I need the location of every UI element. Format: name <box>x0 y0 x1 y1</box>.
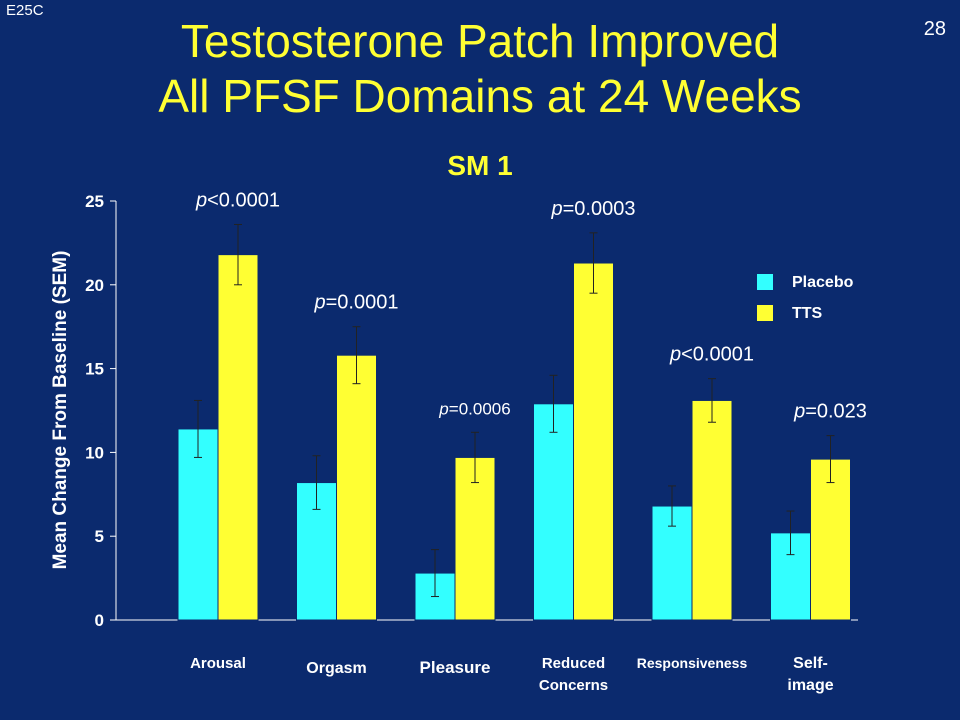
y-tick-label: 10 <box>85 443 104 462</box>
bar-placebo-3 <box>533 403 574 621</box>
category-label: Self- <box>793 655 828 672</box>
y-tick-label: 0 <box>95 611 104 630</box>
p-value-label: p<0.0001 <box>669 344 754 366</box>
y-tick-label: 15 <box>85 360 104 379</box>
y-axis-label: Mean Change From Baseline (SEM) <box>50 250 71 570</box>
legend-label-tts: TTS <box>792 305 823 322</box>
bar-tts-3 <box>573 262 614 621</box>
bar-tts-1 <box>336 354 377 621</box>
title-line-2: All PFSF Domains at 24 Weeks <box>158 70 802 122</box>
legend-swatch-tts <box>757 305 773 321</box>
category-label: Orgasm <box>306 660 366 677</box>
category-label: Reduced <box>542 655 605 672</box>
slide-code: E25C <box>6 2 44 19</box>
y-tick-label: 25 <box>85 192 104 211</box>
chart-subtitle: SM 1 <box>447 150 513 181</box>
bar-placebo-0 <box>177 428 219 621</box>
bar-tts-5 <box>810 458 851 621</box>
p-value-label: p=0.0006 <box>438 399 510 418</box>
category-label: Pleasure <box>420 658 491 677</box>
bar-tts-0 <box>217 254 259 621</box>
category-label: Arousal <box>190 655 246 672</box>
title-line-1: Testosterone Patch Improved <box>180 15 780 67</box>
y-tick-label: 5 <box>95 527 104 546</box>
slide-title: Testosterone Patch Improved All PFSF Dom… <box>0 14 960 124</box>
p-value-label: p=0.0001 <box>314 292 399 314</box>
page-number: 28 <box>923 18 946 40</box>
bar-tts-2 <box>454 456 496 621</box>
p-value-label: p<0.0001 <box>195 189 280 211</box>
legend-label-placebo: Placebo <box>792 274 854 291</box>
bar-tts-4 <box>691 399 733 621</box>
y-tick-label: 20 <box>85 276 104 295</box>
category-label: image <box>787 677 833 694</box>
p-value-label: p=0.0003 <box>551 198 636 220</box>
category-label: Responsiveness <box>637 655 748 671</box>
p-value-label: p=0.023 <box>793 401 867 423</box>
legend-swatch-placebo <box>757 274 773 290</box>
category-label: Concerns <box>539 677 608 694</box>
